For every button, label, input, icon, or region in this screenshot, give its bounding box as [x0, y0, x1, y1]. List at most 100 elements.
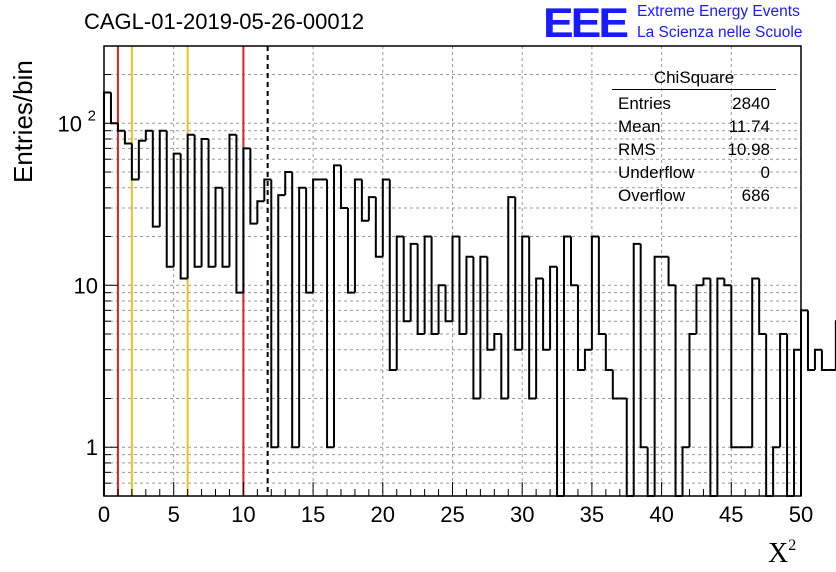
histogram-bin-11 — [179, 153, 188, 280]
y-tick-label-0: 1 — [86, 435, 98, 460]
histogram-bin-58 — [507, 196, 516, 399]
x-tick-label-50: 50 — [789, 502, 813, 527]
axis-ticks — [103, 74, 802, 496]
histogram-bin-15 — [207, 138, 216, 268]
histogram-bin-62 — [535, 277, 544, 399]
histogram-bin-32 — [326, 179, 335, 449]
histogram-bin-17 — [221, 187, 230, 268]
histogram-bin-2 — [116, 123, 125, 132]
histogram-bin-71 — [597, 236, 606, 336]
stats-row-overflow: Overflow 686 — [618, 186, 770, 205]
histogram-bin-34 — [339, 165, 348, 209]
histogram-bin-44 — [409, 242, 418, 322]
histogram-bin-97 — [779, 333, 788, 448]
histogram-bin-83 — [681, 446, 690, 496]
x-tick-label-5: 5 — [168, 502, 180, 527]
logo-line-2: La Scienza nelle Scuole — [637, 24, 803, 41]
histogram-bin-39 — [374, 197, 383, 258]
stats-row-entries: Entries 2840 — [618, 94, 770, 113]
histogram-bin-70 — [590, 235, 599, 350]
x-axis-label: X2 — [768, 537, 797, 569]
x-tick-label-0: 0 — [98, 502, 110, 527]
histogram-bin-0 — [103, 91, 111, 496]
histogram-bin-47 — [430, 236, 439, 336]
histogram-bin-61 — [528, 236, 537, 400]
histogram-bin-98 — [786, 334, 795, 497]
histogram-bin-60 — [521, 235, 530, 350]
histogram-bin-96 — [772, 446, 781, 496]
histogram-bin-82 — [674, 285, 683, 497]
stats-row-mean: Mean 11.74 — [618, 117, 770, 136]
histogram-bin-48 — [437, 284, 446, 335]
histogram-bin-68 — [576, 285, 585, 371]
histogram-bin-33 — [333, 164, 341, 448]
histogram-bin-89 — [723, 278, 732, 287]
y-axis-label: Entries/bin — [8, 60, 38, 183]
histogram-bin-23 — [263, 178, 272, 202]
histogram-bin-66 — [563, 235, 571, 496]
histogram-bin-73 — [611, 369, 620, 400]
histogram-bin-56 — [493, 333, 502, 350]
histogram-bin-37 — [360, 179, 369, 222]
histogram-bin-100 — [800, 309, 808, 350]
histogram-bin-90 — [730, 285, 739, 449]
histogram-bin-6 — [144, 129, 153, 141]
histogram-bin-85 — [695, 284, 704, 335]
histogram-bin-69 — [583, 348, 592, 370]
histogram-bin-46 — [423, 235, 432, 335]
histogram-bin-40 — [381, 178, 390, 257]
histogram-bin-7 — [151, 130, 160, 228]
histogram-bin-51 — [458, 236, 467, 336]
histogram-bin-45 — [416, 243, 425, 336]
x-tick-label-10: 10 — [231, 502, 255, 527]
histogram-bin-27 — [291, 172, 300, 449]
histogram-bin-42 — [395, 235, 404, 370]
tick-labels: 0 5 10 15 20 25 30 35 40 45 50 1 10 10 2 — [58, 107, 814, 527]
histogram-bin-84 — [688, 333, 697, 448]
x-tick-label-35: 35 — [580, 502, 604, 527]
histogram-bin-4 — [130, 143, 139, 181]
y-tick-label-1: 10 — [74, 273, 98, 298]
x-tick-label-25: 25 — [440, 502, 464, 527]
histogram-bin-28 — [298, 186, 307, 448]
histogram-bin-38 — [367, 196, 376, 221]
histogram-bin-64 — [549, 265, 558, 350]
histogram-bin-72 — [604, 334, 613, 371]
histogram-bin-94 — [758, 278, 767, 336]
histogram-bin-1 — [109, 92, 118, 125]
eee-logo: EEE — [543, 0, 629, 47]
histogram-bin-18 — [228, 133, 237, 267]
histogram-bin-20 — [242, 147, 251, 293]
histogram-bin-22 — [256, 200, 265, 224]
histogram-bin-36 — [353, 178, 362, 293]
chart-title: CAGL-01-2019-05-26-00012 — [84, 9, 365, 34]
stats-row-underflow: Underflow 0 — [618, 163, 770, 182]
histogram-bin-49 — [444, 285, 453, 323]
histogram-bin-35 — [346, 207, 355, 294]
histogram-bin-14 — [200, 137, 209, 267]
histogram-bin-103 — [820, 349, 829, 371]
histogram-bin-52 — [465, 255, 474, 335]
histogram-bin-12 — [186, 133, 195, 279]
x-tick-label-20: 20 — [371, 502, 395, 527]
histogram-bin-102 — [813, 348, 822, 370]
histogram-bin-79 — [653, 255, 662, 496]
histogram-bin-13 — [193, 134, 202, 268]
histogram-bin-3 — [123, 130, 132, 145]
histogram-bin-76 — [632, 242, 641, 496]
histogram-bin-30 — [312, 178, 321, 293]
histogram-bin-81 — [667, 256, 676, 287]
y-tick-label-2: 10 — [58, 111, 82, 136]
histogram-bin-95 — [765, 334, 774, 497]
histogram-bin-63 — [542, 278, 551, 351]
histogram-bin-19 — [235, 134, 244, 294]
histogram-bin-26 — [284, 171, 293, 196]
histogram-bin-25 — [277, 194, 286, 448]
stats-box: ChiSquare Entries 2840 Mean 11.74 RMS 10.98… — [612, 68, 776, 207]
x-tick-label-30: 30 — [510, 502, 534, 527]
stats-title: ChiSquare — [612, 68, 776, 90]
histogram-bin-101 — [806, 310, 815, 371]
histogram-bin-59 — [514, 197, 523, 351]
x-tick-label-40: 40 — [649, 502, 673, 527]
histogram-bin-9 — [165, 130, 174, 268]
